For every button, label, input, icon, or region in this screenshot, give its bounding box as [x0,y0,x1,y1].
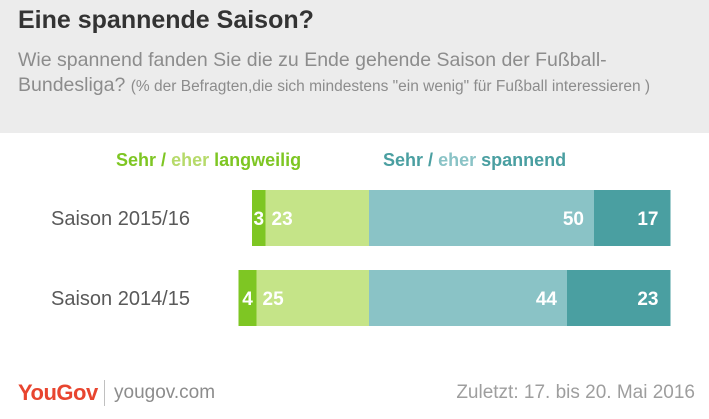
chart-title: Eine spannende Saison? [18,6,314,34]
legend-boring-label: langweilig [214,150,302,170]
legend-boring-very: Sehr [116,150,157,170]
bar-rather-boring [256,270,369,326]
category-label: Saison 2014/15 [51,288,190,310]
value-label-very-boring: 4 [242,289,253,310]
footer-divider [104,380,105,406]
legend-boring: Sehr / eher langweilig [116,150,301,171]
bar-rather-exciting [369,270,567,326]
legend-exciting-label: spannend [481,150,567,170]
value-label-very-exciting: 17 [637,209,658,230]
value-label-rather-exciting: 50 [563,209,584,230]
subtitle-question: Wie spannend fanden Sie die zu Ende gehe… [18,49,607,96]
chart-subtitle: Wie spannend fanden Sie die zu Ende gehe… [18,48,698,99]
value-label-very-boring: 3 [253,209,264,230]
yougov-logo: YouGov [18,380,98,405]
value-label-rather-boring: 25 [263,289,285,310]
subtitle-note: (% der Befragten,die sich mindestens "ei… [130,78,651,95]
bar-very-exciting [567,270,671,326]
header-panel: Eine spannende Saison? Wie spannend fand… [0,0,709,133]
value-label-rather-exciting: 44 [536,289,558,310]
legend-boring-rather: eher [171,150,210,170]
value-label-rather-boring: 23 [272,209,293,230]
legend-boring-sep: / [161,150,167,170]
bar-very-exciting [594,190,671,246]
legend-exciting-rather: eher [438,150,477,170]
bar-very-boring [238,270,257,326]
bar-very-boring [252,190,266,246]
footer-date: Zuletzt: 17. bis 20. Mai 2016 [456,382,695,403]
value-label-very-exciting: 23 [637,289,658,310]
category-label: Saison 2015/16 [51,208,190,230]
legend-exciting-sep: / [428,150,434,170]
legend-exciting: Sehr / eher spannend [383,150,566,171]
footer-website[interactable]: yougov.com [114,382,216,403]
bar-rather-exciting [369,190,594,246]
legend-exciting-very: Sehr [383,150,424,170]
bar-rather-boring [265,190,369,246]
